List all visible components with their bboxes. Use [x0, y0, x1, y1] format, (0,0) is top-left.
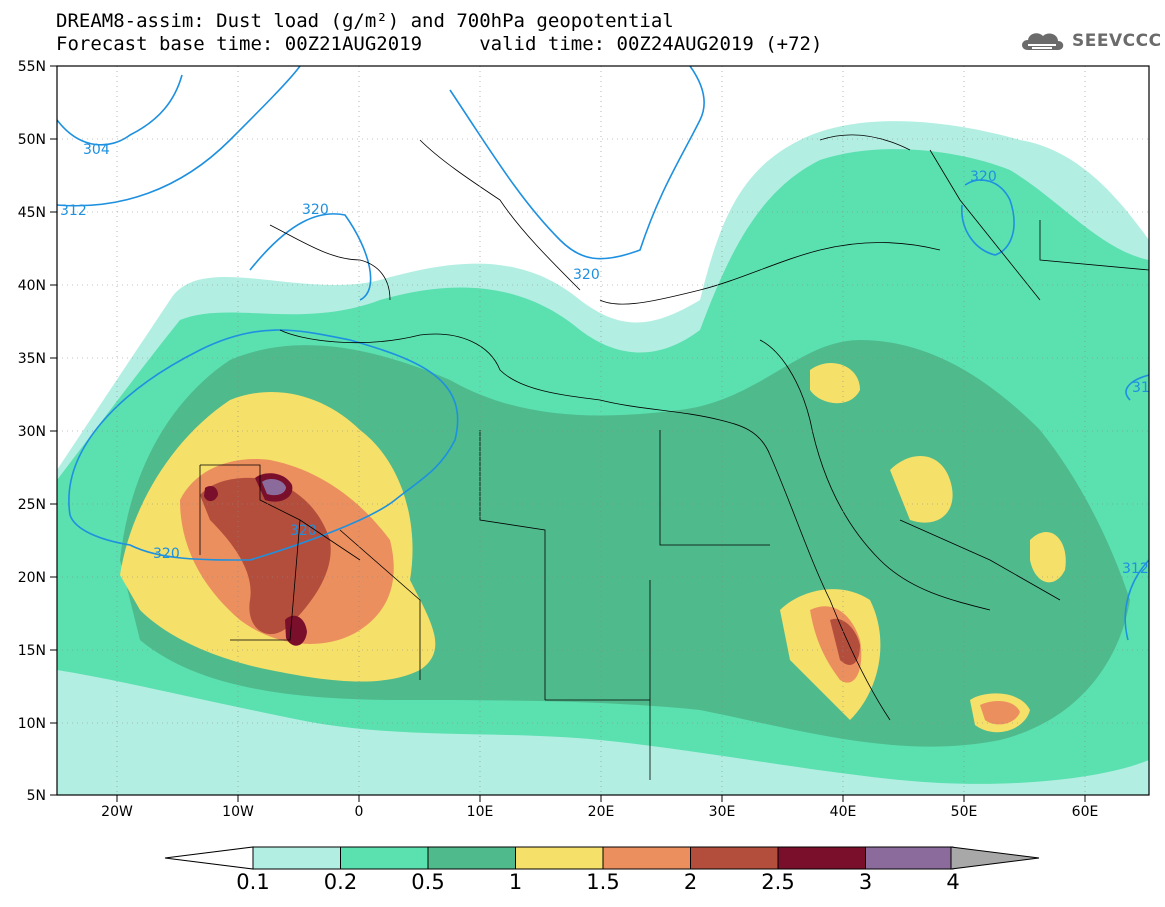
contour-31-east	[1125, 374, 1149, 401]
contour-label: 320	[290, 523, 317, 539]
lon-label: 30E	[709, 804, 736, 820]
lon-label: 50E	[951, 804, 978, 820]
logo-text: SEEVCCC	[1072, 31, 1162, 51]
lat-label: 35N	[18, 351, 46, 367]
dust-level-2	[830, 618, 860, 665]
contour-labels: 304 312 320 320 320 320 320 312 31	[60, 142, 1150, 577]
map-title: DREAM8-assim: Dust load (g/m²) and 700hP…	[56, 10, 674, 32]
colorbar-label: 2	[683, 870, 698, 894]
contour-label: 312	[1122, 561, 1149, 577]
colorbar-cell	[777, 846, 866, 870]
colorbar-cell	[690, 846, 779, 870]
colorbar-cell	[515, 846, 604, 870]
colorbar-label: 4	[946, 870, 960, 894]
lat-label: 45N	[18, 205, 46, 221]
borders	[199, 134, 1149, 780]
dust-level-3	[262, 479, 286, 496]
cloud-icon	[1022, 33, 1064, 50]
colorbar-label: 0.5	[411, 870, 445, 894]
lat-label: 25N	[18, 497, 46, 513]
lon-label: 60E	[1072, 804, 1099, 820]
dust-level-1.5	[980, 700, 1020, 725]
contour-label: 320	[302, 202, 329, 218]
contour-label: 320	[153, 546, 180, 562]
contour-label: 312	[60, 203, 87, 219]
grid-lines	[57, 66, 1149, 795]
lat-label: 20N	[18, 570, 46, 586]
contour-label: 31	[1132, 380, 1150, 396]
colorbar-cell	[602, 846, 691, 870]
lat-labels: 55N 50N 45N 40N 35N 30N 25N 20N 15N 10N …	[18, 59, 46, 804]
colorbar	[164, 846, 1040, 870]
colorbar-label: 1	[508, 870, 523, 894]
lon-label: 20E	[588, 804, 615, 820]
dust-level-1	[890, 456, 953, 523]
contour-320-west	[68, 329, 459, 561]
seevccc-logo: SEEVCCC	[1018, 28, 1162, 54]
colorbar-high-arrow	[950, 846, 1040, 870]
colorbar-label: 2.5	[761, 870, 795, 894]
lon-label: 10E	[467, 804, 494, 820]
dust-level-2.5	[204, 486, 218, 502]
lat-label: 40N	[18, 278, 46, 294]
contour-320-north	[249, 213, 372, 301]
colorbar-label: 0.1	[236, 870, 270, 894]
lon-label: 10W	[222, 804, 254, 820]
colorbar-cell	[252, 846, 341, 870]
contour-304	[57, 74, 183, 146]
dust-field	[57, 121, 1149, 795]
lat-label: 10N	[18, 716, 46, 732]
colorbar-cell	[340, 846, 429, 870]
lat-label: 30N	[18, 424, 46, 440]
lon-label: 0	[355, 804, 364, 820]
lon-label: 20W	[101, 804, 133, 820]
contour-312	[57, 66, 301, 207]
colorbar-label: 0.2	[323, 870, 358, 894]
contour-label: 320	[573, 267, 600, 283]
forecast-time: Forecast base time: 00Z21AUG2019 valid t…	[56, 33, 823, 55]
contour-label: 320	[970, 169, 997, 185]
lat-label: 55N	[18, 59, 46, 75]
lat-label: 50N	[18, 132, 46, 148]
colorbar-label: 1.5	[586, 870, 620, 894]
lon-labels: 20W 10W 0 10E 20E 30E 40E 50E 60E	[101, 804, 1098, 820]
geopotential-contours	[57, 66, 1149, 641]
contour-320-caspian	[961, 179, 1015, 256]
lat-label: 15N	[18, 643, 46, 659]
contour-320-balkans	[449, 66, 705, 260]
ticks	[50, 65, 1086, 802]
colorbar-cell	[865, 846, 954, 870]
colorbar-label: 3	[858, 870, 873, 894]
colorbar-cells	[252, 846, 954, 870]
dust-level-1	[1030, 531, 1066, 583]
dust-level-1	[810, 362, 860, 404]
colorbar-cell	[427, 846, 516, 870]
lon-label: 40E	[830, 804, 857, 820]
lat-label: 5N	[27, 788, 46, 804]
contour-312-east	[1124, 559, 1149, 641]
contour-label: 304	[83, 142, 110, 158]
colorbar-low-arrow	[164, 846, 254, 870]
